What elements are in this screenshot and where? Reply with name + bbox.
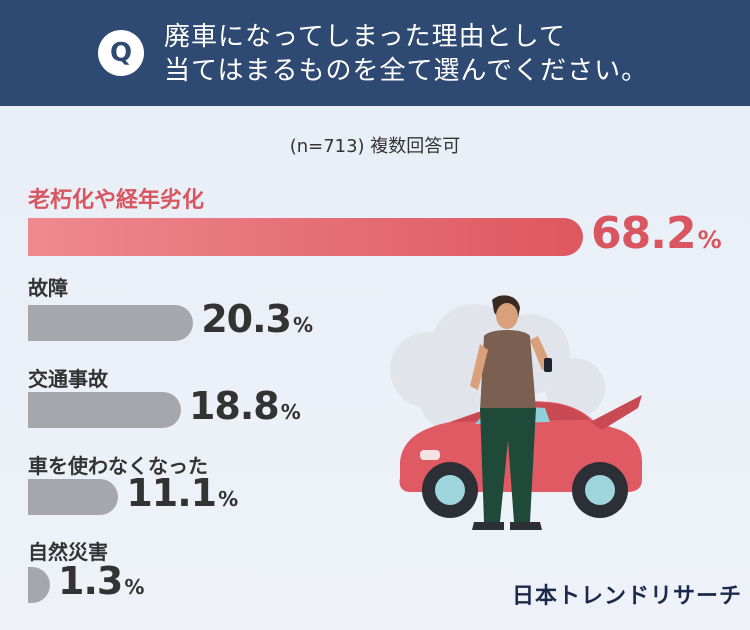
data-label-unit: % — [280, 400, 301, 424]
q-badge: Q — [98, 30, 144, 76]
data-label-value: 68.2 — [591, 208, 697, 259]
bar — [28, 305, 194, 341]
category-label: 自然災害 — [28, 540, 108, 564]
bar — [28, 567, 50, 603]
data-label: 1.3% — [58, 559, 144, 603]
sample-size-note: (n=713) 複数回答可 — [289, 136, 461, 157]
question-line-2: 当てはまるものを全て選んでください。 — [164, 56, 649, 86]
question-header: Q 廃車になってしまった理由として 当てはまるものを全て選んでください。 — [0, 0, 750, 106]
category-label: 車を使わなくなった — [28, 454, 208, 478]
data-label: 11.1% — [126, 471, 238, 515]
data-label-value: 20.3 — [201, 297, 292, 341]
category-label: 交通事故 — [28, 367, 108, 391]
data-label-value: 11.1 — [126, 471, 217, 515]
data-label-value: 18.8 — [188, 384, 280, 428]
data-label-unit: % — [124, 575, 145, 599]
data-label-unit: % — [697, 226, 722, 254]
bar — [28, 392, 181, 428]
data-label-unit: % — [218, 487, 239, 511]
data-label-unit: % — [292, 313, 313, 337]
question-text: 廃車になってしまった理由として 当てはまるものを全て選んでください。 — [164, 20, 648, 88]
bar — [28, 479, 119, 515]
data-label: 18.8% — [189, 384, 301, 428]
data-label-value: 1.3 — [58, 559, 123, 603]
data-label: 68.2% — [591, 208, 722, 259]
brand-logo: 日本トレンドリサーチ — [512, 584, 743, 609]
category-label: 故障 — [28, 276, 68, 300]
data-label: 20.3% — [201, 297, 313, 341]
bar — [28, 218, 583, 256]
question-line-1: 廃車になってしまった理由として — [164, 22, 566, 52]
broken-car-illustration-icon — [390, 295, 642, 530]
category-label: 老朽化や経年劣化 — [28, 188, 205, 213]
